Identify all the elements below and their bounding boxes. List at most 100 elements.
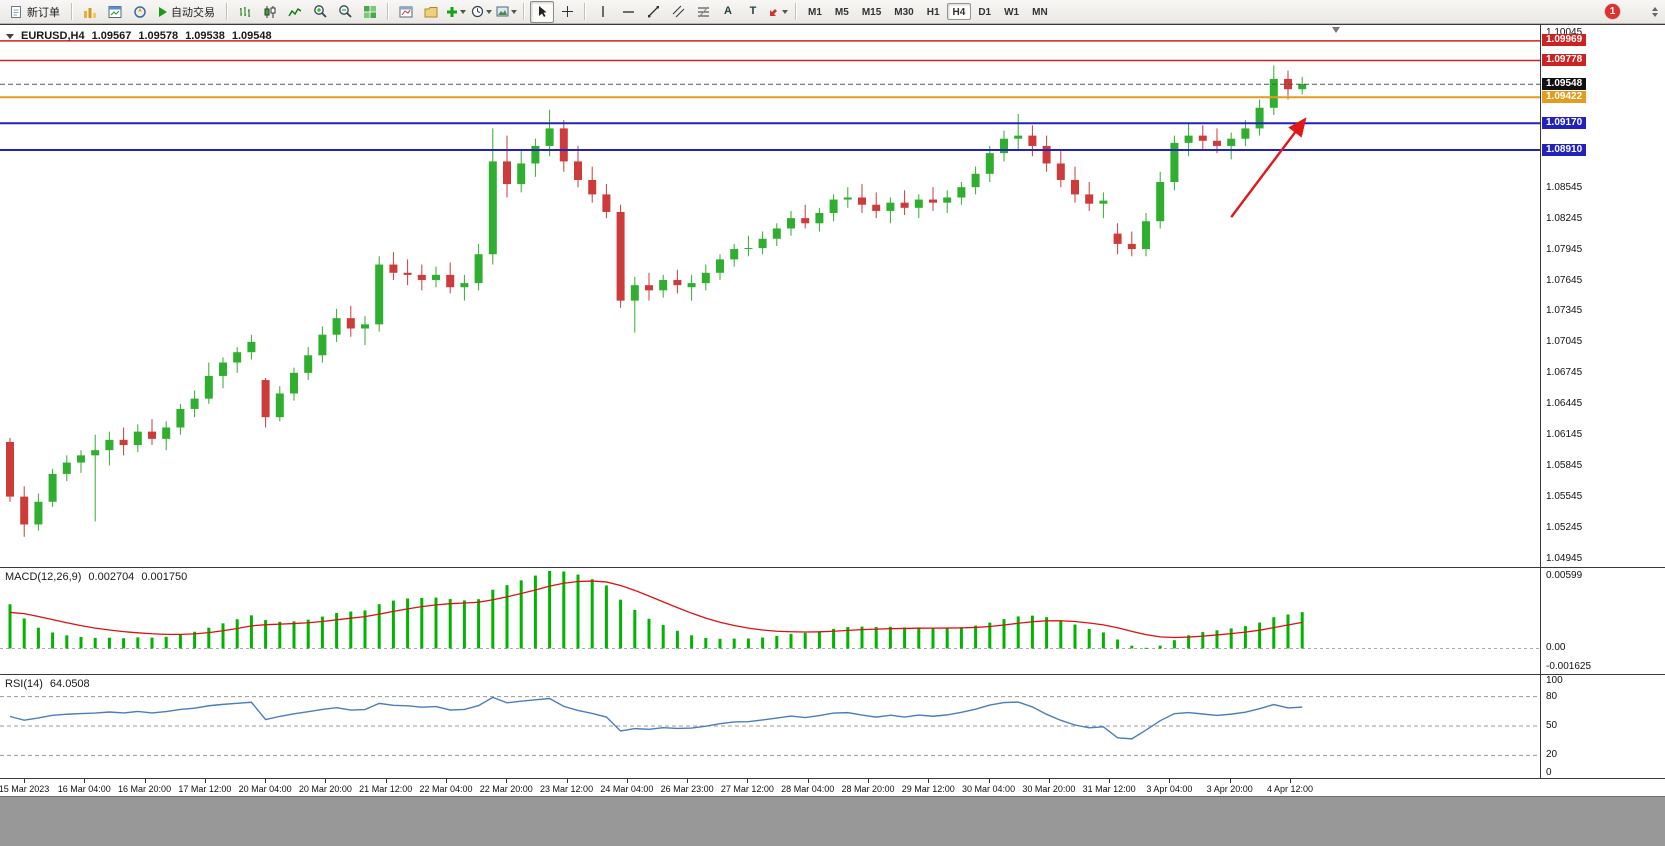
notification-badge[interactable]: 1 [1605, 4, 1620, 19]
candlestick-mode-icon[interactable] [258, 1, 282, 23]
new-chart-icon[interactable] [394, 1, 418, 23]
timeframe-h4-button[interactable]: H4 [946, 3, 972, 20]
label-icon[interactable]: T [741, 1, 765, 23]
candle [929, 199, 937, 203]
price-axis-label: 1.07045 [1546, 336, 1583, 348]
rsi-chart-canvas[interactable] [0, 675, 1540, 779]
timeframe-h1-button[interactable]: H1 [921, 3, 946, 20]
timeframe-m30-button[interactable]: M30 [888, 3, 919, 20]
macd-axis[interactable]: 0.00599 0.00 -0.001625 [1540, 568, 1665, 674]
macd-chart-canvas[interactable] [0, 568, 1540, 674]
candle [62, 462, 71, 474]
time-axis-label: 3 Apr 04:00 [1146, 784, 1193, 794]
chart-shift-marker[interactable] [1332, 27, 1340, 33]
cursor-icon[interactable] [530, 0, 554, 23]
levels-layer[interactable] [0, 40, 1540, 152]
time-axis-label: 15 Mar 2023 [0, 784, 50, 794]
fibonacci-icon[interactable] [691, 1, 715, 23]
vertical-line-icon[interactable] [591, 1, 615, 23]
macd-signal-line [9, 580, 1303, 639]
rsi-axis[interactable]: 100 80 50 20 0 [1540, 675, 1665, 779]
templates-icon[interactable] [494, 1, 518, 23]
new-order-button[interactable]: 新订单 [4, 2, 66, 22]
time-tick [868, 779, 869, 783]
macd-bar [1229, 628, 1233, 649]
macd-bar [619, 599, 623, 649]
macd-bar [107, 637, 111, 649]
time-tick [204, 779, 206, 783]
time-axis-label: 20 Mar 20:00 [298, 784, 352, 794]
candle [446, 274, 455, 288]
time-axis-label: 3 Apr 20:00 [1206, 784, 1253, 794]
bar-chart-mode-icon[interactable] [233, 1, 257, 23]
timeframe-m5-button[interactable]: M5 [829, 3, 855, 20]
zoom-in-icon[interactable] [308, 1, 332, 23]
candle [1142, 221, 1150, 250]
separator [795, 3, 797, 20]
candle [1042, 145, 1051, 164]
macd-bar [235, 619, 239, 649]
navigator-icon[interactable] [128, 1, 152, 23]
macd-bar [590, 579, 594, 649]
candle [162, 427, 171, 439]
candle [858, 197, 866, 205]
market-watch-icon[interactable] [78, 1, 102, 23]
macd-bar [548, 571, 552, 649]
annotation-arrow[interactable] [1230, 117, 1307, 218]
time-axis-label: 16 Mar 04:00 [57, 784, 111, 794]
macd-bar [1073, 624, 1077, 649]
candle [176, 408, 185, 428]
candle [503, 161, 511, 185]
timeframe-w1-button[interactable]: W1 [998, 3, 1025, 20]
price-axis-label: 1.06445 [1546, 398, 1583, 410]
periods-icon[interactable] [469, 1, 493, 23]
crosshair-icon[interactable] [555, 1, 579, 23]
text-icon[interactable]: A [716, 1, 740, 23]
macd-bar [888, 626, 892, 649]
candle [275, 393, 284, 418]
line-chart-mode-icon[interactable] [283, 1, 307, 23]
candle [375, 264, 384, 325]
candle [34, 501, 43, 525]
candle [701, 272, 710, 284]
horizontal-line-icon[interactable] [616, 1, 640, 23]
time-axis[interactable]: 15 Mar 2023 16 Mar 04:00 16 Mar 20:00 17 Ma… [0, 778, 1665, 798]
dropdown-caret-icon [510, 9, 517, 14]
price-chart-canvas[interactable] [0, 25, 1540, 567]
profiles-icon[interactable] [419, 1, 443, 23]
time-axis-label: 27 Mar 12:00 [720, 784, 774, 794]
macd-bar [335, 612, 339, 649]
tile-windows-icon[interactable] [358, 1, 382, 23]
autotrade-button[interactable]: 自动交易 [153, 2, 221, 22]
zoom-out-icon[interactable] [333, 1, 357, 23]
toolbar-overflow-control[interactable] [1652, 6, 1658, 17]
trendline-icon[interactable] [641, 1, 665, 23]
macd-bar [505, 585, 509, 649]
macd-bar [491, 589, 495, 649]
candle [559, 128, 568, 162]
rsi-pane-label: RSI(14) 64.0508 [5, 678, 90, 690]
price-axis-label: 1.05245 [1546, 522, 1583, 534]
one-click-trading-toggle-icon[interactable] [6, 33, 14, 39]
price-axis[interactable]: 1.10045 1.08545 1.08245 1.07945 1.07645 1.073… [1540, 25, 1665, 567]
toolbar-right-cluster: 1 [1605, 4, 1661, 19]
time-tick [325, 779, 327, 783]
candle [304, 355, 313, 373]
candle [1213, 140, 1221, 146]
arrows-tool-icon[interactable] [766, 1, 790, 23]
macd-bar [704, 637, 708, 649]
macd-bar [462, 600, 466, 649]
chart-window-icon[interactable] [103, 1, 127, 23]
new-order-icon [10, 5, 23, 19]
time-axis-label: 21 Mar 12:00 [359, 784, 413, 794]
time-axis-label: 30 Mar 20:00 [1022, 784, 1076, 794]
candle [474, 254, 483, 284]
time-axis-label: 20 Mar 04:00 [238, 784, 292, 794]
macd-bar [306, 619, 310, 649]
channel-icon[interactable] [666, 1, 690, 23]
timeframe-mn-button[interactable]: MN [1026, 3, 1054, 20]
timeframe-m1-button[interactable]: M1 [802, 3, 828, 20]
timeframe-m15-button[interactable]: M15 [856, 3, 887, 20]
timeframe-d1-button[interactable]: D1 [972, 3, 997, 20]
add-indicator-icon[interactable] [444, 1, 468, 23]
